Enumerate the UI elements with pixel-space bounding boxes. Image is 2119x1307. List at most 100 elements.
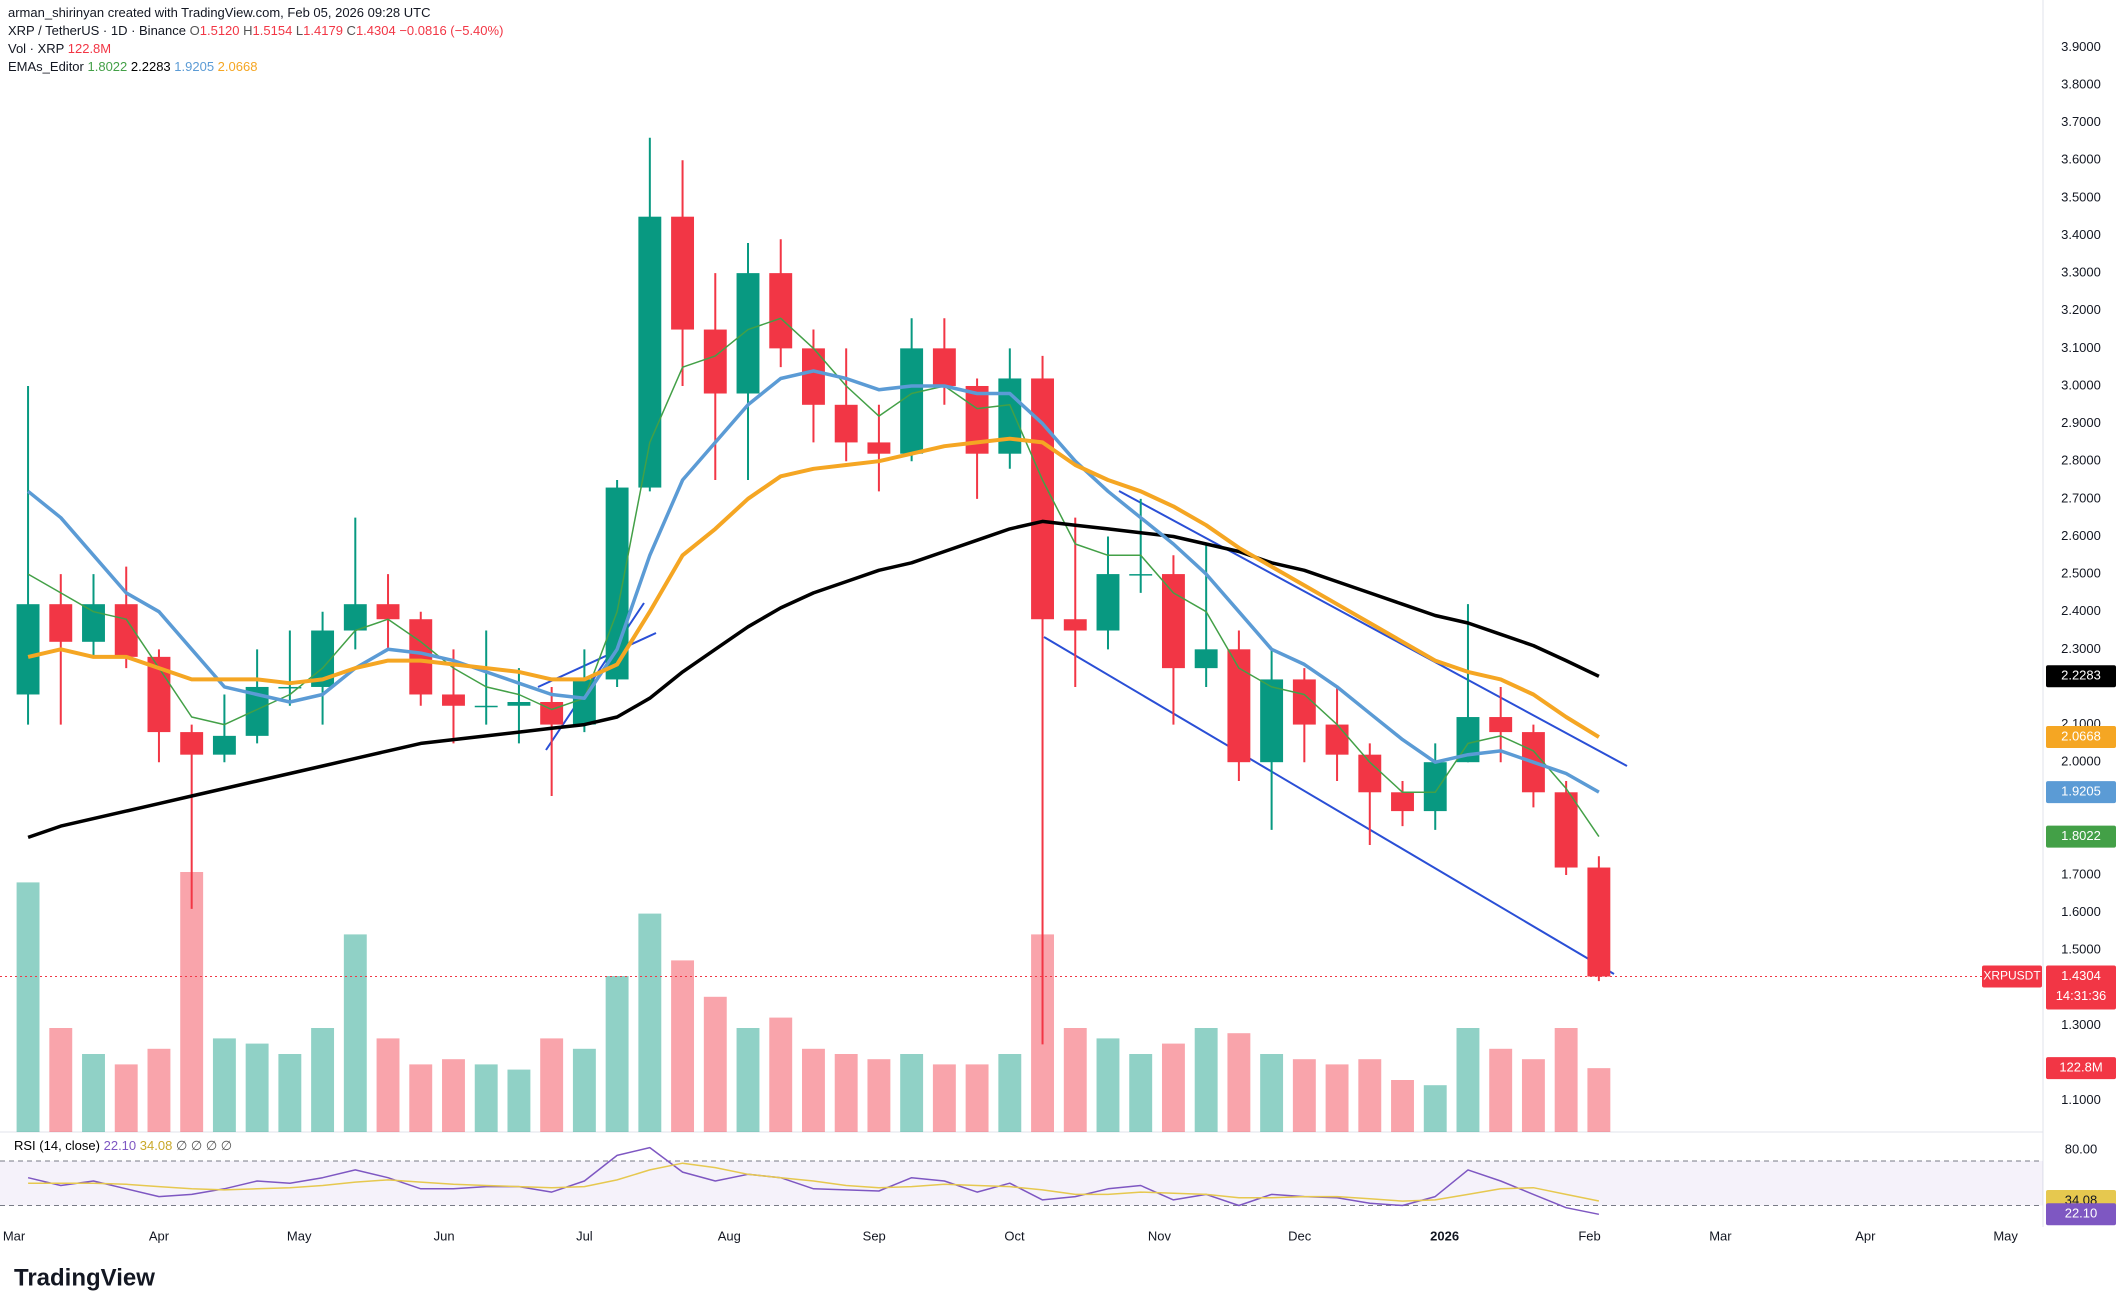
volume-bar — [49, 1028, 73, 1132]
attribution: arman_shirinyan created with TradingView… — [8, 5, 431, 20]
candle-body — [834, 404, 858, 443]
price-tag-bg — [2046, 965, 2116, 1010]
candle-body — [1063, 619, 1087, 631]
y-tick-label: 2.3000 — [2061, 641, 2101, 656]
volume-bar — [605, 976, 629, 1132]
x-tick-label: Nov — [1148, 1228, 1172, 1243]
candle-body — [376, 604, 400, 620]
y-tick-label: 3.4000 — [2061, 227, 2101, 242]
candle-body — [736, 273, 760, 394]
volume-bar — [311, 1028, 335, 1132]
volume-label: Vol · XRP — [8, 41, 65, 56]
y-tick-label: 80.00 — [2065, 1141, 2098, 1156]
volume-bar — [932, 1064, 956, 1132]
y-tick-label: 2.8000 — [2061, 453, 2101, 468]
x-tick-label: Apr — [1855, 1228, 1876, 1243]
volume-bar — [1194, 1028, 1218, 1132]
price-tag-bg — [2046, 665, 2116, 688]
candle-body — [278, 686, 302, 689]
change: −0.0816 (−5.40%) — [399, 23, 504, 38]
volume-bar — [376, 1038, 400, 1132]
rsi-line — [28, 1162, 1600, 1202]
volume-bar — [1260, 1054, 1284, 1132]
candle-body — [1587, 867, 1611, 977]
x-tick-label: Dec — [1288, 1228, 1312, 1243]
y-tick-label: 1.7000 — [2061, 866, 2101, 881]
candle-body — [245, 686, 269, 736]
candle-body — [82, 604, 105, 642]
candle-body — [343, 604, 367, 631]
volume-bar — [507, 1069, 531, 1132]
price-tag: 22.10 — [2065, 1206, 2098, 1221]
volume-bar — [638, 913, 662, 1132]
candle-body — [49, 604, 73, 642]
candle-body — [703, 329, 727, 394]
candle-body — [180, 732, 204, 755]
symbol-row: XRP / TetherUS · 1D · Binance O1.5120 H1… — [8, 22, 503, 40]
volume-bar — [1325, 1064, 1349, 1132]
volume-bar — [802, 1048, 825, 1132]
price-tag: 2.2283 — [2061, 668, 2101, 683]
x-tick-label: Aug — [718, 1228, 741, 1243]
countdown: 14:31:36 — [2056, 988, 2107, 1003]
volume-bar — [474, 1064, 498, 1132]
candle-body — [965, 385, 989, 454]
y-tick-label: 2.6000 — [2061, 528, 2101, 543]
volume-bar — [1587, 1068, 1611, 1132]
candle-body — [474, 705, 498, 708]
x-tick-label: Jul — [576, 1228, 593, 1243]
candle-body — [638, 216, 662, 488]
volume-bar — [16, 882, 40, 1132]
volume-bar — [1129, 1054, 1153, 1132]
volume-bar — [540, 1038, 564, 1132]
volume-bar — [867, 1059, 891, 1132]
x-tick-label: May — [1993, 1228, 2018, 1243]
volume-bar — [736, 1028, 760, 1132]
legend: arman_shirinyan created with TradingView… — [8, 4, 503, 76]
x-tick-label: Feb — [1578, 1228, 1600, 1243]
candle-body — [802, 348, 825, 405]
candle-body — [442, 694, 465, 706]
x-tick-label: Apr — [149, 1228, 170, 1243]
y-tick-label: 3.9000 — [2061, 39, 2101, 54]
x-tick-label: Oct — [1004, 1228, 1025, 1243]
ohlc-value: 1.4304 — [355, 23, 396, 38]
price-tag-bg — [2046, 1203, 2116, 1226]
volume-bar — [114, 1064, 138, 1132]
symbol-tag: XRPUSDT — [1983, 969, 2041, 983]
volume-bar — [1227, 1033, 1251, 1132]
x-tick-label: Mar — [3, 1228, 26, 1243]
candle-body — [212, 735, 236, 755]
y-tick-label: 3.8000 — [2061, 76, 2101, 91]
candle-body — [1391, 792, 1414, 812]
y-tick-label: 3.6000 — [2061, 152, 2101, 167]
candle-body — [1129, 574, 1153, 576]
x-tick-label: 2026 — [1430, 1228, 1459, 1243]
volume-bar — [278, 1054, 302, 1132]
volume-bar — [1423, 1085, 1447, 1132]
candle-body — [932, 348, 956, 386]
y-tick-label: 3.3000 — [2061, 265, 2101, 280]
candle-body — [998, 378, 1022, 454]
volume-bar — [212, 1038, 236, 1132]
volume-bar — [343, 934, 367, 1132]
brand: TradingView — [14, 1264, 155, 1291]
ema-row: EMAs_Editor 1.8022 2.2283 1.9205 2.0668 — [8, 58, 503, 76]
candle-body — [409, 619, 433, 695]
ohlc-label: C — [346, 23, 356, 38]
price-tag: 2.0668 — [2061, 728, 2101, 743]
volume-bar — [1554, 1028, 1578, 1132]
volume-bar — [998, 1054, 1022, 1132]
candle-body — [16, 604, 40, 695]
price-tag-bg — [2046, 825, 2116, 848]
price-tag: 1.9205 — [2061, 784, 2101, 799]
candle-body — [1161, 574, 1185, 669]
ohlc-label: L — [295, 23, 304, 38]
ema-line — [27, 519, 1600, 840]
y-tick-label: 3.7000 — [2061, 114, 2101, 129]
volume-bar — [1096, 1038, 1120, 1132]
y-tick-label: 3.1000 — [2061, 340, 2101, 355]
x-tick-label: May — [287, 1228, 312, 1243]
trend-line — [1118, 490, 1628, 767]
